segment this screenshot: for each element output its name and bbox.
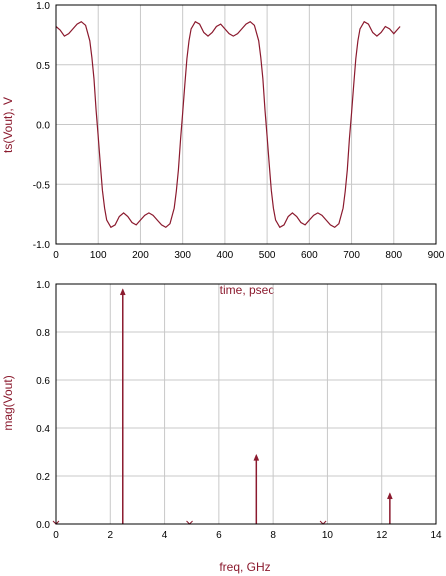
x-tick-label: 14: [430, 530, 442, 541]
spectral-line: [119, 288, 126, 524]
series-line: [55, 20, 401, 229]
x-tick-label: 4: [162, 530, 168, 541]
x-tick-label: 500: [259, 250, 276, 261]
x-tick-label: 800: [385, 250, 402, 261]
x-tick-label: 200: [132, 250, 149, 261]
x-tick-label: 6: [216, 530, 222, 541]
spectral-line: [386, 492, 393, 524]
spectrum-lines: [52, 288, 393, 525]
y-tick-label: 0.5: [36, 61, 50, 72]
y-tick-label: 1.0: [36, 1, 50, 12]
spectrum-y-axis-title: mag(Vout): [1, 375, 15, 430]
y-tick-label: -0.5: [33, 180, 51, 191]
y-tick-label: -1.0: [33, 240, 51, 251]
spectrum-plot: 0 2 4 6 8 10 12 140.00.20.40.60.81.0 freq, GHz …: [1, 280, 442, 574]
spectrum-x-axis-title: freq, GHz: [219, 560, 270, 574]
x-tick-label: 100: [90, 250, 107, 261]
x-tick-label: 12: [376, 530, 388, 541]
spectral-line: [253, 453, 260, 524]
y-tick-label: 0.8: [36, 328, 50, 339]
x-tick-label: 700: [343, 250, 360, 261]
x-tick-label: 2: [108, 530, 114, 541]
x-tick-label: 0: [53, 250, 59, 261]
time-trace: [55, 20, 401, 229]
spectrum-plot-frame: [55, 283, 437, 525]
x-tick-label: 8: [270, 530, 276, 541]
time-domain-plot: 0 100 200 300 400 500 600 700 800 900 -1.0 -0.5 0.0 0…: [1, 1, 445, 297]
y-tick-label: 0.6: [36, 376, 50, 387]
time-x-axis-title: time, psec: [220, 283, 275, 297]
time-y-axis-title: ts(Vout), V: [1, 97, 15, 153]
y-tick-label: 0.0: [36, 121, 50, 132]
y-tick-label: 0.2: [36, 472, 50, 483]
time-plot-frame: [55, 4, 437, 245]
spectrum-ticks: 0 2 4 6 8 10 12 14 0.0 0.2 0.4 0.6 0.8 1.0: [36, 280, 442, 541]
time-grid: [55, 4, 437, 245]
x-tick-label: 600: [301, 250, 318, 261]
y-tick-label: 1.0: [36, 280, 50, 291]
time-ticks: 0 100 200 300 400 500 600 700 800 900 -1.0 -0.5 0.0 0…: [33, 1, 445, 261]
spectrum-grid: [55, 283, 437, 525]
x-tick-label: 10: [322, 530, 334, 541]
x-tick-label: 900: [428, 250, 445, 261]
y-tick-label: 0.0: [36, 520, 50, 531]
x-tick-label: 400: [217, 250, 234, 261]
x-tick-label: 300: [174, 250, 191, 261]
y-tick-label: 0.4: [36, 424, 50, 435]
x-tick-label: 0: [53, 530, 59, 541]
